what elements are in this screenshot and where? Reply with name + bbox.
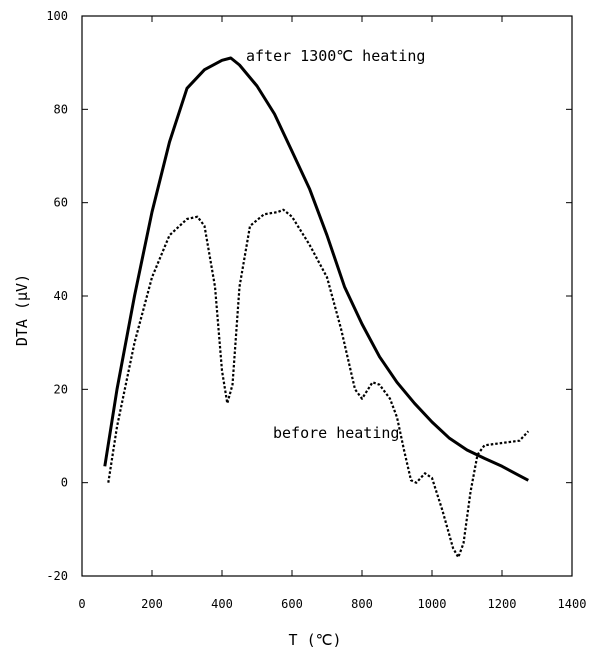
x-tick-label: 1400 xyxy=(558,597,587,611)
y-tick-label: 100 xyxy=(46,9,68,23)
x-tick-label: 1200 xyxy=(488,597,517,611)
annotation-after-heating: after 1300℃ heating xyxy=(246,47,425,65)
y-tick-label: 80 xyxy=(54,102,68,116)
y-tick-label: 40 xyxy=(54,289,68,303)
x-tick-label: 200 xyxy=(141,597,163,611)
series-layer xyxy=(103,56,530,559)
x-tick-label: 600 xyxy=(281,597,303,611)
plot-frame xyxy=(81,15,573,577)
x-axis-ticks: 0 200 400 600 800 1000 1200 1400 xyxy=(78,16,586,611)
y-tick-label: -20 xyxy=(46,569,68,583)
annotation-before-heating: before heating xyxy=(273,424,399,442)
y-tick-label: 20 xyxy=(54,382,68,396)
y-tick-label: 60 xyxy=(54,196,68,210)
y-axis-label: DTA (μV) xyxy=(13,274,31,346)
x-tick-label: 0 xyxy=(78,597,85,611)
x-tick-label: 400 xyxy=(211,597,233,611)
series-line-before-heating xyxy=(107,208,530,559)
x-tick-label: 1000 xyxy=(418,597,447,611)
y-tick-label: 0 xyxy=(61,476,68,490)
series-line-after-heating xyxy=(103,56,529,482)
y-axis-ticks: -20 0 20 40 60 80 100 xyxy=(46,9,572,583)
x-axis-label: T (℃) xyxy=(289,631,342,649)
x-tick-label: 800 xyxy=(351,597,373,611)
